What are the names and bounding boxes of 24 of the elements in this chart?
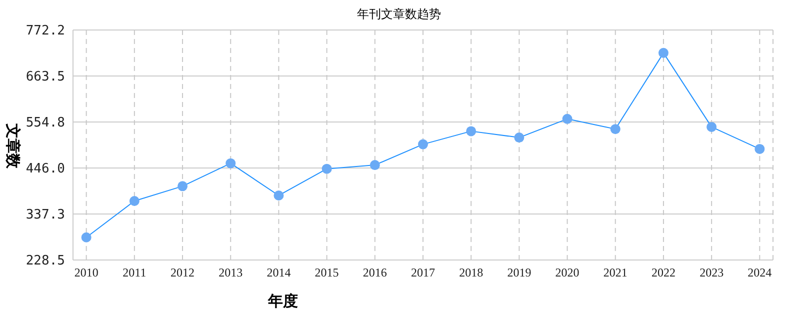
x-tick-label: 2012	[170, 266, 195, 280]
y-axis-title: 文章数	[3, 122, 22, 170]
x-tick-label: 2017	[411, 266, 435, 280]
y-tick-label: 228.5	[26, 254, 65, 269]
y-tick-label: 772.2	[26, 24, 65, 39]
x-tick-label: 2010	[74, 266, 98, 280]
x-tick-label: 2014	[266, 266, 291, 280]
x-tick-label: 2022	[651, 266, 676, 280]
y-tick-label: 663.5	[26, 70, 65, 85]
x-tick-label: 2023	[700, 266, 724, 280]
x-tick-label: 2011	[122, 266, 146, 280]
x-tick-label: 2018	[459, 266, 484, 280]
x-tick-label: 2021	[603, 266, 628, 280]
y-tick-label: 337.3	[26, 208, 65, 223]
x-tick-label: 2020	[555, 266, 580, 280]
chart-title: 年刊文章数趋势	[356, 6, 442, 23]
x-tick-label: 2013	[218, 266, 243, 280]
x-tick-label: 2016	[362, 266, 387, 280]
x-axis-title: 年度	[266, 292, 299, 311]
x-tick-label: 2015	[314, 266, 339, 280]
y-tick-label: 446.0	[26, 162, 65, 177]
y-tick-label: 554.8	[26, 116, 65, 131]
x-tick-label: 2024	[748, 266, 772, 280]
x-tick-label: 2019	[507, 266, 532, 280]
